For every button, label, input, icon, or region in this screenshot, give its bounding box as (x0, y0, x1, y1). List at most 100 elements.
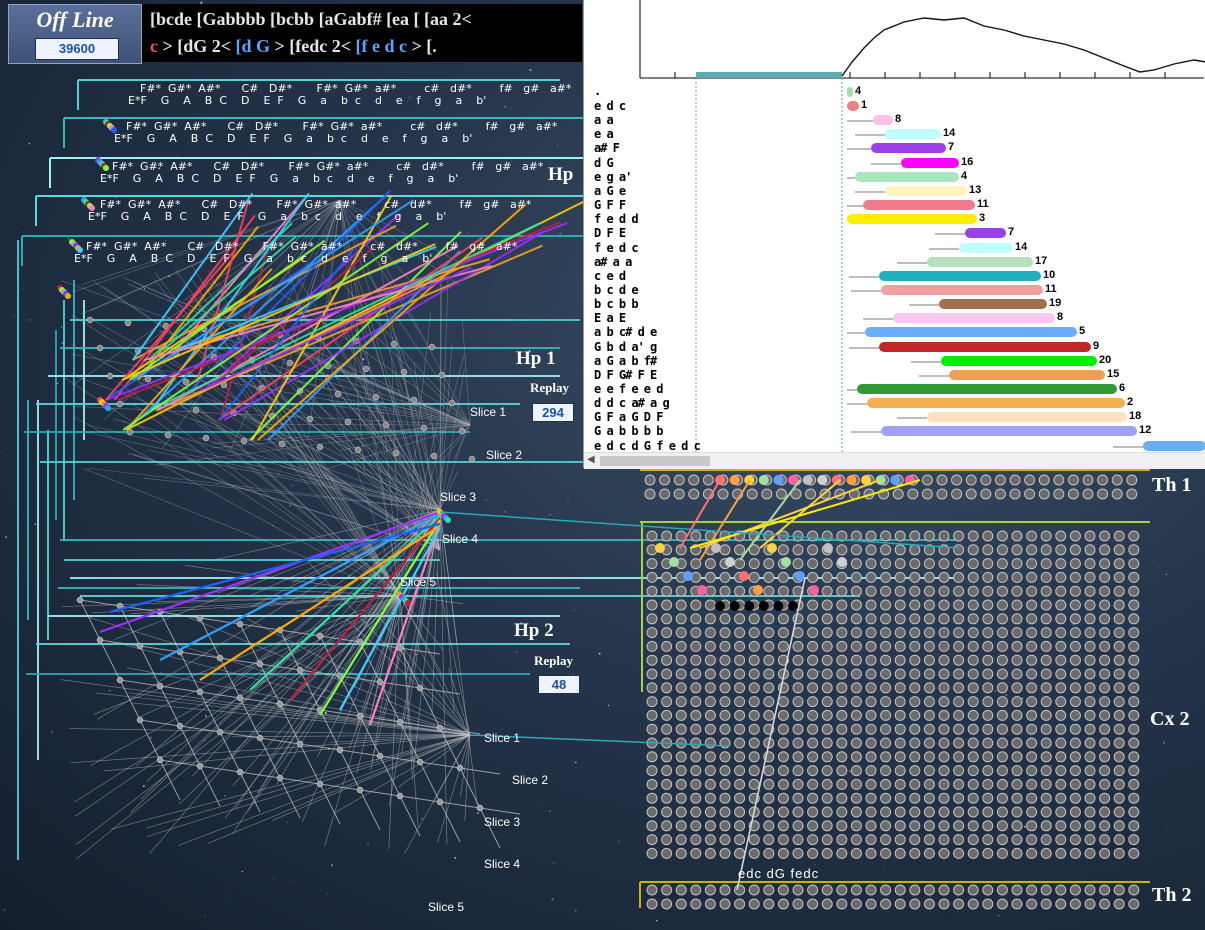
time-counter[interactable]: 39600 (35, 38, 119, 60)
sequence-bar-count: 3 (979, 212, 986, 225)
sequence-bar-tail (897, 261, 927, 264)
sequence-bar[interactable] (927, 256, 1033, 267)
sequence-bar[interactable] (857, 384, 1117, 394)
sequence-bar[interactable] (965, 228, 1006, 239)
sequence-bar[interactable] (893, 313, 1055, 324)
hp1-slice-4[interactable]: Slice 4 (442, 532, 479, 546)
keyboard-sharps-row: F#* G#* A#* C# D#* F#* G#* a#* c# d#* f#… (126, 120, 558, 133)
sequence-bar-count: 9 (1093, 339, 1100, 352)
sequence-row-label: a G a b f# (594, 353, 657, 368)
sequence-row-label: E a E (594, 311, 626, 326)
sequence-bar-count: 15 (1107, 367, 1120, 380)
hp2-slice-1[interactable]: Slice 1 (484, 731, 521, 745)
sequence-bar-count: 4 (855, 85, 862, 97)
sequence-bar-count: 8 (1057, 311, 1064, 324)
sequence-bar-tail (919, 374, 949, 377)
hp1-replay-value[interactable]: 294 (532, 403, 574, 422)
hp2-slice-4[interactable]: Slice 4 (484, 857, 521, 871)
sequence-bar[interactable] (873, 115, 893, 126)
sequence-bar-count: 8 (895, 113, 902, 126)
hp1-slice-5[interactable]: Slice 5 (400, 575, 437, 589)
sequence-bar[interactable] (927, 412, 1127, 423)
sequence-bar[interactable] (941, 355, 1097, 366)
sequence-bar[interactable] (885, 129, 941, 140)
sequence-bar[interactable] (871, 143, 946, 154)
sequence-bar-count: 18 (1129, 410, 1142, 423)
sequence-bar[interactable] (959, 242, 1013, 253)
sequence-bar-tail (847, 205, 863, 208)
sequence-bar[interactable] (847, 214, 977, 225)
sequence-row-label: e e f e e d (594, 382, 663, 396)
sequence-bar-count: 11 (1045, 282, 1057, 295)
cx2-label: Cx 2 (1150, 708, 1190, 730)
sequence-bar-count: 14 (943, 127, 956, 140)
sequence-bar[interactable] (1143, 440, 1205, 451)
sequence-bar[interactable] (865, 327, 1077, 338)
keyboard-naturals-row: E*F G A B C D E F G a b c d e f g a b' (88, 210, 447, 223)
mode-label: Off Line (36, 7, 114, 32)
sequence-panel: . 4 e d c 1 a a 8 e a 14 a# F 7 d G 16 e g a' 4 a G e 1… (583, 0, 1205, 469)
sequence-row-label: b c d e (594, 282, 639, 297)
hp1-slice-1[interactable]: Slice 1 (470, 405, 507, 419)
sequence-bar-tail (1113, 445, 1143, 448)
hp1-slice-2[interactable]: Slice 2 (486, 448, 523, 462)
sequence-bar-tail (871, 162, 901, 165)
sequence-row-label: G F a G D F (594, 410, 663, 425)
sequence-bar-tail (855, 190, 885, 193)
sequence-row-label: a b c# d e (594, 325, 657, 340)
sequence-bar-tail (909, 304, 939, 307)
sequence-bar-count: 14 (1015, 240, 1028, 253)
horizontal-scrollbar[interactable]: ◀ (584, 452, 1205, 469)
sequence-bar-tail (847, 332, 865, 335)
sequence-row-label: a a (594, 113, 614, 128)
sequence-bar-count: 7 (948, 141, 955, 154)
sequence-bar-count: 19 (1049, 297, 1062, 310)
sequence-bar[interactable] (881, 426, 1137, 437)
sequence-bar-count: 6 (1119, 382, 1126, 394)
sequence-bar-count: 7 (1008, 226, 1015, 239)
sequence-row-label: D F G# F E (594, 367, 657, 382)
sequence-row-label: . (594, 84, 601, 98)
sequence-bar[interactable] (901, 157, 959, 168)
sequence-bar-tail (897, 417, 927, 420)
hp2-slice-3[interactable]: Slice 3 (484, 815, 521, 829)
sequence-row-label: f e d d (594, 212, 639, 227)
sequence-bar[interactable] (867, 398, 1125, 409)
sequence-bar[interactable] (863, 200, 975, 211)
sequence-bar-tail (929, 247, 959, 250)
sequence-bar-tail (847, 148, 871, 151)
scroll-left-icon[interactable]: ◀ (587, 454, 595, 465)
sequence-bar[interactable] (885, 185, 967, 196)
keyboard-sharps-row: F#* G#* A#* C# D#* F#* G#* a#* c# d#* f#… (100, 198, 532, 211)
sequence-bar[interactable] (949, 369, 1105, 380)
sequence-line-1: [bcde [Gabbbb [bcbb [aGabf# [ea [ [aa 2< (150, 9, 472, 29)
sequence-row-label: c e d (594, 268, 626, 283)
sequence-row-label: e a (594, 127, 614, 142)
sequence-bar[interactable] (939, 299, 1047, 310)
hp1-label: Hp 1 (516, 348, 556, 369)
sequence-bar[interactable] (847, 101, 859, 111)
hp2-slice-5[interactable]: Slice 5 (428, 900, 465, 914)
sequence-bar-count: 16 (961, 155, 974, 168)
sequence-bar[interactable] (847, 87, 853, 97)
sequence-bar-tail (911, 360, 941, 363)
scrollbar-thumb[interactable] (600, 456, 710, 466)
th2-label: Th 2 (1152, 884, 1192, 906)
hp2-slice-2[interactable]: Slice 2 (512, 773, 549, 787)
sequence-bar-count: 11 (977, 198, 989, 211)
sequence-bar-tail (847, 120, 873, 123)
sequence-bar-count: 5 (1079, 325, 1086, 338)
sequence-bar-count: 10 (1043, 268, 1056, 281)
sequence-bar[interactable] (879, 341, 1091, 352)
sequence-bar[interactable] (879, 270, 1041, 281)
sequence-bar-tail (851, 431, 881, 434)
sequence-bar-count: 12 (1139, 424, 1152, 437)
sequence-row-label: b c b b (594, 297, 639, 312)
keyboard-naturals-row: E*F G A B C D E F G a b c d e f g a b' (74, 252, 433, 265)
hp1-slice-3[interactable]: Slice 3 (440, 490, 477, 504)
sequence-bar[interactable] (881, 284, 1043, 295)
sequence-bar[interactable] (855, 171, 959, 182)
hp2-label: Hp 2 (514, 620, 554, 641)
hp2-replay-value[interactable]: 48 (538, 675, 580, 694)
sequence-bar-count: 20 (1099, 353, 1112, 366)
